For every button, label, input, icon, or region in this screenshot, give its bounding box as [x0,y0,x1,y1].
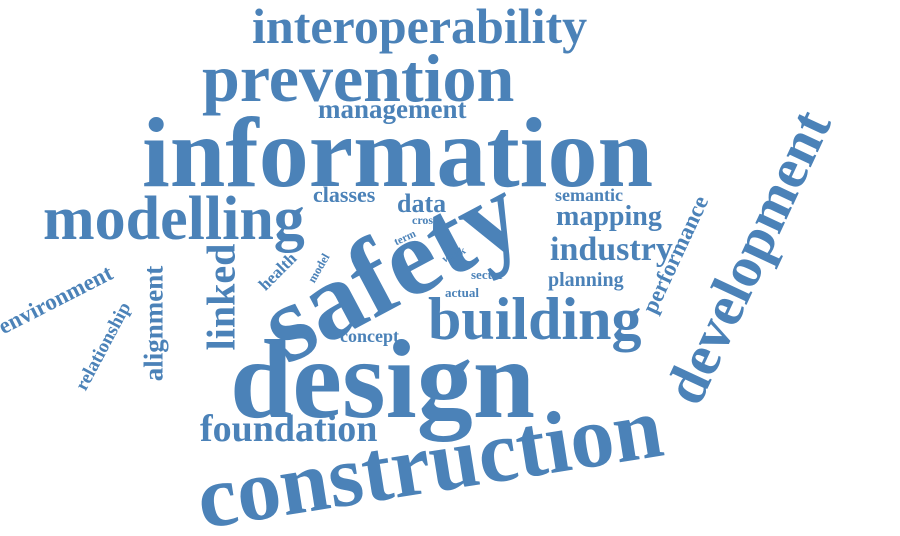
word-environment: environment [0,260,117,339]
word-industry: industry [550,231,673,268]
word-mapping: mapping [556,201,662,232]
word-planning: planning [548,269,624,291]
word-alignment: alignment [138,265,169,382]
word-modelling: modelling [43,185,305,253]
word-foundation: foundation [200,408,378,450]
word-design: design [230,318,535,442]
word-semantic: semantic [555,185,623,205]
word-sector: sector [471,267,505,282]
word-building: building [428,286,642,352]
word-information: information [142,97,654,208]
word-concept: concept [340,326,399,346]
word-management: management [318,94,467,124]
word-classes: classes [313,182,376,207]
word-prevention: prevention [202,40,515,116]
word-interoperability: interoperability [252,0,588,54]
word-data: data [397,189,447,218]
word-cross: cross [412,213,438,227]
word-linked: linked [198,243,244,351]
word-relationship: relationship [71,298,136,395]
word-actual: actual [445,285,479,300]
